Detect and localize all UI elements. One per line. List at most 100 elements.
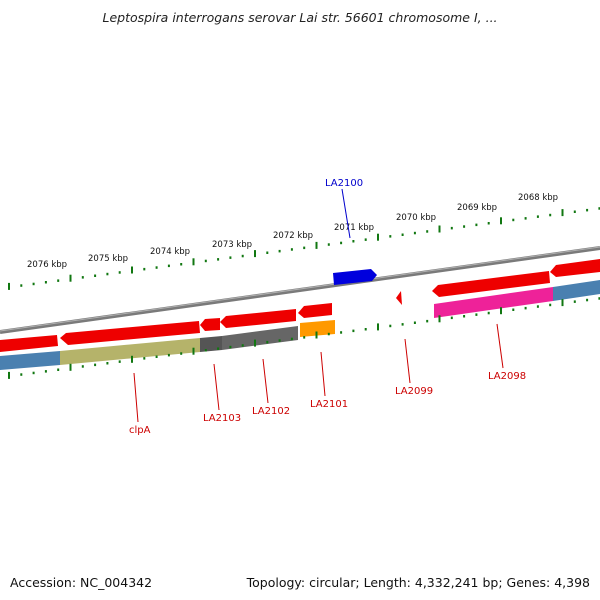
feature-la2098-magenta: [434, 287, 553, 318]
minor-tick: [389, 235, 392, 238]
minor-tick: [327, 243, 330, 246]
tick-label-2073: 2073 kbp: [212, 240, 252, 250]
major-tick: [131, 355, 133, 363]
feature-row: [0, 280, 600, 370]
minor-tick: [352, 329, 355, 333]
minor-tick: [81, 276, 84, 279]
gene-la2102[interactable]: [220, 309, 296, 328]
minor-tick: [229, 256, 232, 259]
minor-tick: [364, 238, 367, 241]
feature-la2102-gray: [222, 326, 298, 350]
minor-tick: [413, 321, 416, 324]
minor-tick: [217, 258, 220, 261]
label-leaders: [133, 188, 504, 423]
minor-tick: [463, 315, 466, 318]
minor-tick: [303, 336, 306, 339]
minor-tick: [401, 233, 404, 236]
minor-tick: [278, 249, 281, 253]
minor-tick: [475, 313, 478, 316]
tick-label-2076: 2076 kbp: [27, 260, 67, 270]
minor-tick: [536, 215, 539, 218]
minor-tick: [536, 305, 539, 308]
gene-label-la2098[interactable]: LA2098: [488, 371, 526, 382]
minor-tick: [241, 254, 244, 258]
reverse-genes-row: [0, 259, 600, 352]
minor-tick: [340, 331, 343, 334]
tick-label-2071: 2071 kbp: [334, 223, 374, 233]
minor-tick: [512, 218, 515, 222]
gene-label-la2099[interactable]: LA2099: [395, 386, 433, 397]
minor-tick: [573, 300, 576, 303]
major-tick: [377, 233, 379, 241]
major-tick: [500, 307, 502, 315]
minor-tick: [475, 223, 478, 227]
tick-labels: 2076 kbp 2075 kbp 2074 kbp 2073 kbp 2072…: [27, 193, 558, 270]
major-tick: [561, 209, 564, 217]
major-tick: [254, 339, 256, 347]
gene-la2103[interactable]: [200, 318, 220, 331]
minor-tick: [180, 263, 183, 266]
minor-tick: [155, 355, 158, 358]
major-tick: [8, 282, 10, 290]
tick-label-2068: 2068 kbp: [518, 193, 558, 203]
gene-clpa[interactable]: [60, 321, 200, 345]
major-tick: [192, 347, 195, 355]
gene-arrow-right-edge[interactable]: [550, 259, 600, 277]
minor-tick: [303, 246, 306, 250]
gene-la2100[interactable]: [333, 269, 377, 285]
minor-tick: [266, 340, 269, 344]
minor-tick: [204, 259, 207, 263]
minor-tick: [155, 266, 158, 269]
minor-tick: [463, 225, 466, 228]
minor-tick: [229, 345, 232, 349]
major-tick: [69, 363, 72, 371]
minor-tick: [32, 371, 35, 375]
tick-label-2074: 2074 kbp: [150, 247, 190, 257]
feature-la2103-gray: [200, 336, 222, 352]
feature-steelblue-right: [553, 280, 600, 301]
gene-la2101[interactable]: [298, 303, 332, 318]
minor-tick: [512, 308, 515, 311]
gene-la2098[interactable]: [432, 271, 550, 297]
tick-label-2072: 2072 kbp: [273, 231, 313, 241]
minor-tick: [364, 328, 367, 331]
minor-tick: [32, 282, 35, 286]
minor-tick: [94, 274, 97, 277]
inner-tick-ring: [8, 297, 600, 379]
major-tick: [315, 241, 318, 249]
minor-tick: [487, 222, 490, 225]
feature-clpa-olive: [60, 338, 200, 365]
minor-tick: [450, 316, 453, 320]
major-tick: [192, 258, 195, 266]
accession-text: Accession: NC_004342: [10, 575, 153, 590]
minor-tick: [426, 230, 429, 233]
tick-label-2070: 2070 kbp: [396, 213, 436, 223]
minor-tick: [524, 217, 527, 220]
gene-label-la2102[interactable]: LA2102: [252, 406, 290, 417]
map-title: Leptospira interrogans serovar Lai str. …: [102, 10, 498, 25]
minor-tick: [487, 311, 490, 315]
major-tick: [315, 331, 318, 339]
major-tick: [438, 315, 441, 323]
minor-tick: [20, 373, 23, 376]
minor-tick: [57, 368, 60, 371]
major-tick: [438, 225, 441, 233]
minor-tick: [573, 210, 576, 213]
minor-tick: [401, 323, 404, 326]
gene-label-clpa[interactable]: clpA: [129, 425, 151, 436]
minor-tick: [57, 279, 60, 282]
minor-tick: [340, 241, 343, 245]
minor-tick: [327, 332, 330, 336]
gene-arrow-left-edge[interactable]: [0, 335, 58, 352]
gene-la2099[interactable]: [396, 291, 402, 305]
gene-label-la2101[interactable]: LA2101: [310, 399, 348, 410]
minor-tick: [167, 264, 170, 268]
minor-tick: [20, 284, 23, 287]
minor-tick: [290, 248, 293, 251]
gene-label-la2100[interactable]: LA2100: [325, 178, 363, 189]
minor-tick: [204, 349, 207, 352]
minor-tick: [217, 347, 220, 350]
gene-label-la2103[interactable]: LA2103: [203, 413, 241, 424]
minor-tick: [352, 240, 355, 243]
